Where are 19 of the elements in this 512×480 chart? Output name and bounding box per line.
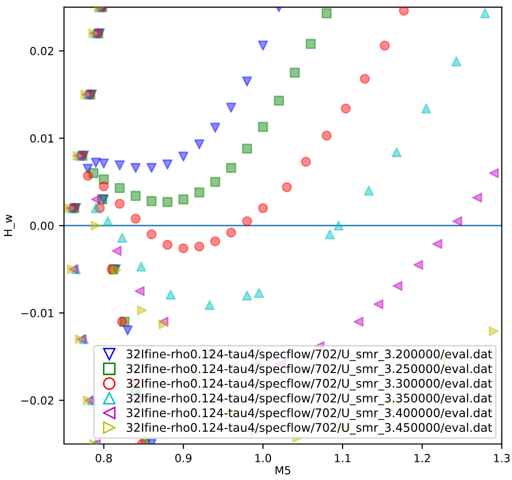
legend-label: 32Ifine-rho0.124-tau4/specflow/702/U_smr_3.250000/eval.dat (126, 364, 492, 376)
legend-label: 32Ifine-rho0.124-tau4/specflow/702/U_smr_3.400000/eval.dat (126, 408, 492, 420)
x-tick-label: 0.8 (96, 454, 112, 462)
legend-label: 32Ifine-rho0.124-tau4/specflow/702/U_smr_3.300000/eval.dat (126, 378, 492, 390)
legend-label: 32Ifine-rho0.124-tau4/specflow/702/U_smr_3.200000/eval.dat (126, 349, 492, 362)
legend-label: 32Ifine-rho0.124-tau4/specflow/702/U_smr_3.350000/eval.dat (126, 393, 492, 406)
y-tick-label: −0.01 (21, 308, 54, 318)
legend-label: 32Ifine-rho0.124-tau4/specflow/702/U_smr_3.450000/eval.dat (126, 422, 492, 435)
x-tick-label: 1.3 (494, 454, 510, 462)
x-tick-label: 1.1 (334, 454, 350, 462)
y-tick-label: 0.00 (30, 222, 54, 230)
x-tick-label: 1.2 (414, 454, 430, 462)
y-tick-label: −0.02 (21, 396, 54, 405)
x-tick-label: 1.0 (255, 454, 272, 462)
y-axis-title: H_w (4, 214, 15, 236)
y-tick-label: 0.01 (30, 134, 54, 143)
y-tick-label: 0.02 (30, 46, 54, 56)
x-axis-title: M5 (276, 466, 290, 474)
x-tick-label: 0.9 (175, 454, 192, 462)
